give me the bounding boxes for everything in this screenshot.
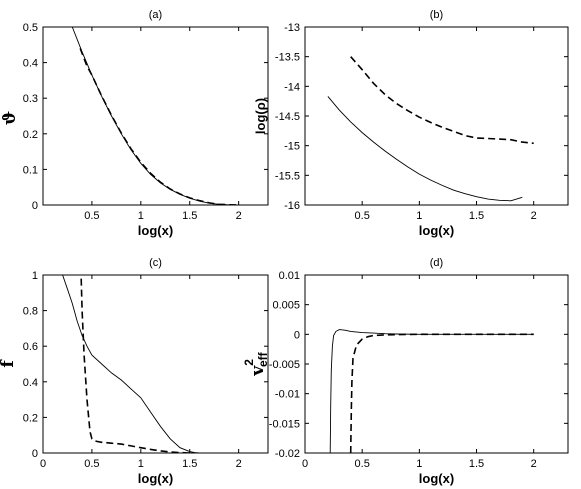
- y-tick-label: -16: [284, 200, 300, 212]
- y-tick-label: -0.005: [269, 359, 300, 371]
- series-dashed-line: [79, 48, 239, 205]
- x-tick-label: 1: [138, 458, 144, 470]
- y-tick-label: 0.8: [23, 306, 38, 318]
- panel-title: (d): [430, 257, 443, 269]
- panel-b: 0.5 1 1.5 2 -16 -15.5 -15 -14.5 -14 -13.5 -13 (b) lo…: [253, 9, 569, 238]
- y-tick-label: -0.01: [275, 389, 300, 401]
- y-tick-label: 0.2: [23, 412, 38, 424]
- series-dashed-line: [80, 278, 190, 453]
- axes-box: [42, 26, 269, 206]
- x-tick-label: 0.5: [84, 210, 99, 222]
- x-tick-label: 0: [40, 458, 46, 470]
- y-axis-label: v2eff: [242, 351, 270, 376]
- x-tick-label: 2: [236, 458, 242, 470]
- x-axis-label: log(x): [138, 471, 173, 486]
- y-tick-label: 0: [294, 329, 300, 341]
- axes-box: [304, 274, 569, 454]
- x-tick-label: 0: [302, 458, 308, 470]
- series-solid-line: [329, 329, 534, 453]
- y-tick-label: 0.01: [279, 270, 300, 282]
- y-axis-label-sup: 2: [242, 359, 256, 366]
- x-axis-label: log(x): [419, 471, 454, 486]
- panel-c: 0 0.5 1 1.5 2 0 0.2 0.4 0.6 0.8 1 (c) log(x) f: [0, 257, 269, 486]
- panel-title: (a): [149, 9, 162, 21]
- series-solid-line: [71, 27, 239, 205]
- x-tick-label: 1: [416, 210, 422, 222]
- panel-d: 0 0.5 1 1.5 2 -0.02 -0.015 -0.01 -0.005 0 0.005 0.0…: [242, 257, 569, 486]
- x-tick-label: 0.5: [84, 458, 99, 470]
- series-dashed-line: [350, 56, 534, 145]
- x-tick-label: 1: [416, 458, 422, 470]
- y-tick-label: 0.4: [23, 58, 38, 70]
- y-axis-label: log(ρ): [253, 98, 268, 134]
- y-axis-label: f: [0, 359, 18, 368]
- panel-a: 0.5 1 1.5 2 0 0.1 0.2 0.3 0.4 0.5 (a) log(x) ϑ: [0, 9, 269, 238]
- y-tick-label: 0: [32, 200, 38, 212]
- y-tick-label: 1: [32, 270, 38, 282]
- axes-box: [42, 274, 269, 454]
- panel-title: (b): [430, 9, 443, 21]
- y-tick-label: -15: [284, 141, 300, 153]
- y-axis-label: ϑ: [0, 111, 20, 125]
- x-tick-label: 1.5: [469, 458, 484, 470]
- y-tick-label: 0.2: [23, 129, 38, 141]
- x-tick-label: 2: [531, 458, 537, 470]
- x-tick-label: 1.5: [182, 210, 197, 222]
- y-tick-label: 0.6: [23, 341, 38, 353]
- series-solid-line: [62, 275, 239, 453]
- y-tick-label: 0.005: [272, 300, 300, 312]
- x-tick-label: 0.5: [355, 210, 370, 222]
- x-tick-label: 2: [531, 210, 537, 222]
- y-tick-label: -15.5: [275, 170, 300, 182]
- x-tick-label: 1.5: [182, 458, 197, 470]
- y-axis-label-sub: eff: [256, 351, 270, 367]
- y-tick-label: 0: [32, 448, 38, 460]
- y-tick-label: -0.02: [275, 448, 300, 460]
- x-axis-label: log(x): [419, 223, 454, 238]
- y-tick-label: -14: [284, 81, 300, 93]
- y-tick-label: -0.015: [269, 418, 300, 430]
- panel-title: (c): [149, 257, 162, 269]
- y-axis-label-base: v: [248, 365, 268, 377]
- series-solid-line: [327, 96, 523, 202]
- x-tick-label: 1: [138, 210, 144, 222]
- x-tick-label: 0.5: [355, 458, 370, 470]
- x-tick-label: 2: [236, 210, 242, 222]
- y-tick-label: 0.4: [23, 377, 38, 389]
- y-tick-label: 0.1: [23, 164, 38, 176]
- y-tick-label: -13: [284, 22, 300, 34]
- y-tick-label: -14.5: [275, 111, 300, 123]
- y-tick-label: 0.3: [23, 93, 38, 105]
- y-tick-label: 0.5: [23, 22, 38, 34]
- x-tick-label: 1.5: [469, 210, 484, 222]
- x-axis-label: log(x): [138, 223, 173, 238]
- series-dashed-line: [349, 333, 534, 453]
- y-tick-label: -13.5: [275, 52, 300, 64]
